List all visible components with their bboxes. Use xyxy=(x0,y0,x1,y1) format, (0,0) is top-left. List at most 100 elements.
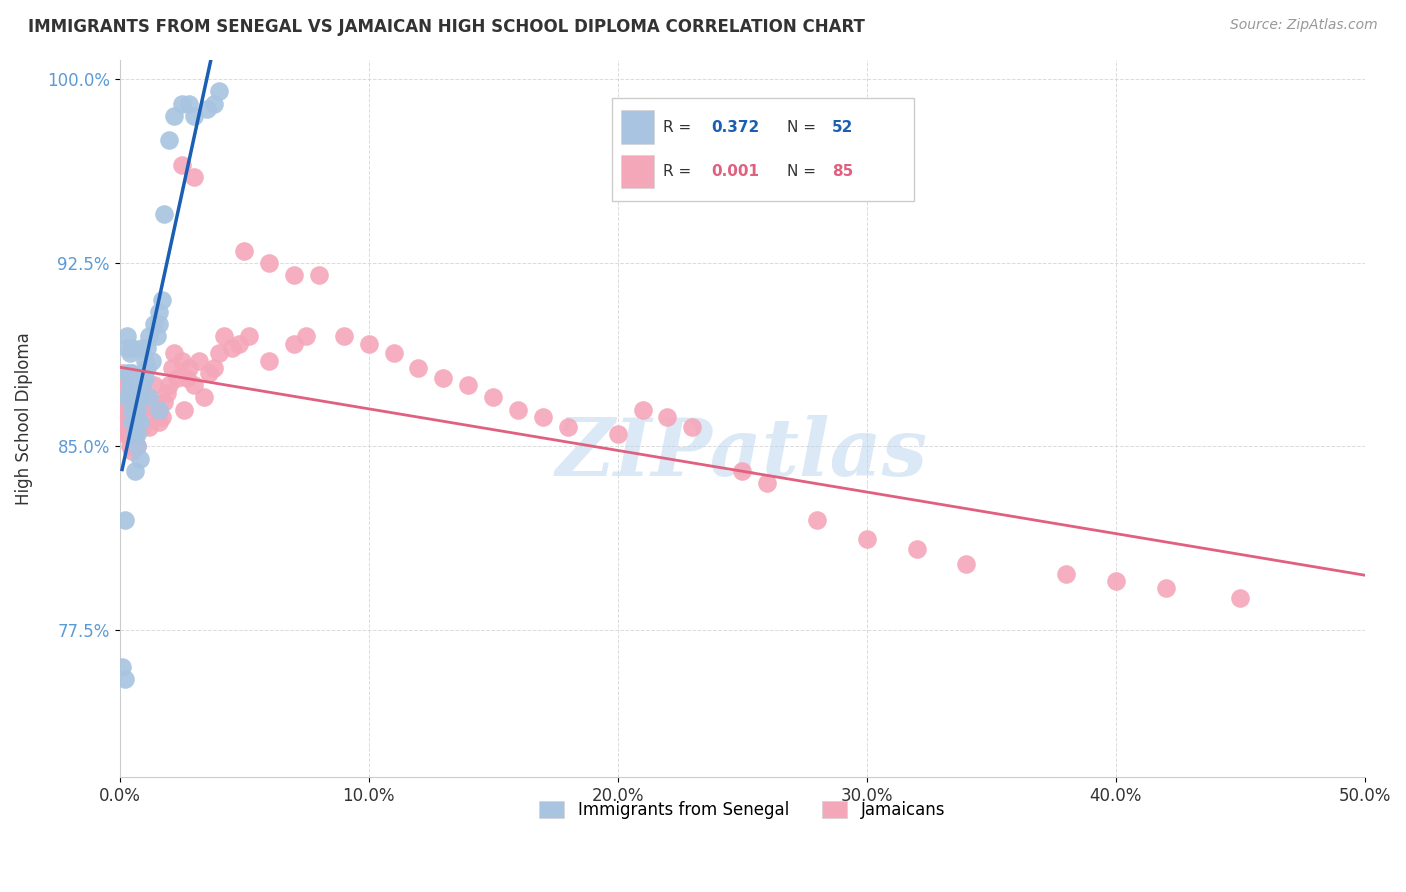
Point xyxy=(905,542,928,557)
Point xyxy=(170,96,193,111)
Point xyxy=(115,391,138,405)
Point xyxy=(118,439,141,453)
Point xyxy=(124,415,146,429)
Text: N =: N = xyxy=(787,164,821,179)
Point xyxy=(114,427,136,442)
Point xyxy=(148,304,170,318)
Point xyxy=(173,402,195,417)
Point xyxy=(681,419,703,434)
Point xyxy=(432,371,454,385)
Point xyxy=(146,329,169,343)
Point xyxy=(114,402,136,417)
Point xyxy=(118,402,141,417)
Point xyxy=(121,378,143,392)
Point xyxy=(125,439,148,453)
Point xyxy=(121,409,143,424)
Point xyxy=(134,353,156,368)
Point xyxy=(208,84,231,98)
Point xyxy=(183,170,205,185)
Point xyxy=(606,427,628,442)
Point xyxy=(1229,591,1251,606)
Point xyxy=(115,366,138,380)
Point xyxy=(163,109,186,123)
Point xyxy=(156,385,179,400)
Point xyxy=(134,391,156,405)
Point xyxy=(131,342,153,356)
Point xyxy=(228,336,250,351)
Point xyxy=(482,391,505,405)
Point xyxy=(257,353,280,368)
FancyBboxPatch shape xyxy=(620,111,654,145)
Point xyxy=(221,342,243,356)
Point xyxy=(124,464,146,478)
Point xyxy=(111,659,134,673)
Point xyxy=(141,395,163,409)
Point xyxy=(114,415,136,429)
Point xyxy=(124,419,146,434)
Point xyxy=(506,402,529,417)
Text: R =: R = xyxy=(664,120,696,135)
Point xyxy=(233,244,256,258)
Point xyxy=(136,409,159,424)
Point xyxy=(128,402,150,417)
Point xyxy=(283,336,305,351)
Point xyxy=(118,415,141,429)
Point xyxy=(111,378,134,392)
Point xyxy=(121,415,143,429)
Point xyxy=(1105,574,1128,588)
Point xyxy=(115,415,138,429)
Point xyxy=(163,346,186,360)
Point xyxy=(557,419,579,434)
Point xyxy=(114,391,136,405)
Point xyxy=(212,329,235,343)
Text: 0.001: 0.001 xyxy=(711,164,759,179)
Point xyxy=(143,317,166,331)
Point xyxy=(118,391,141,405)
Point xyxy=(138,391,160,405)
Text: R =: R = xyxy=(664,164,696,179)
Point xyxy=(115,391,138,405)
Point xyxy=(457,378,479,392)
Point xyxy=(111,391,134,405)
Text: 85: 85 xyxy=(832,164,853,179)
Point xyxy=(111,366,134,380)
Point xyxy=(332,329,354,343)
Point xyxy=(308,268,330,282)
Legend: Immigrants from Senegal, Jamaicans: Immigrants from Senegal, Jamaicans xyxy=(533,795,952,826)
Point xyxy=(1154,582,1177,596)
Point xyxy=(153,395,176,409)
Point xyxy=(531,409,554,424)
Point xyxy=(114,672,136,686)
Point xyxy=(238,329,260,343)
Point xyxy=(179,361,201,376)
Point xyxy=(283,268,305,282)
Text: IMMIGRANTS FROM SENEGAL VS JAMAICAN HIGH SCHOOL DIPLOMA CORRELATION CHART: IMMIGRANTS FROM SENEGAL VS JAMAICAN HIGH… xyxy=(28,18,865,36)
Point xyxy=(208,346,231,360)
Point xyxy=(138,419,160,434)
Point xyxy=(125,402,148,417)
Point xyxy=(183,378,205,392)
Point xyxy=(146,402,169,417)
Point xyxy=(170,158,193,172)
Point xyxy=(806,513,828,527)
Point xyxy=(382,346,405,360)
Text: N =: N = xyxy=(787,120,821,135)
Point xyxy=(136,342,159,356)
Point xyxy=(114,513,136,527)
Point xyxy=(134,371,156,385)
Point xyxy=(128,391,150,405)
Point xyxy=(131,419,153,434)
Point xyxy=(193,391,215,405)
Point xyxy=(148,402,170,417)
Point xyxy=(143,378,166,392)
Y-axis label: High School Diploma: High School Diploma xyxy=(15,332,32,505)
Point xyxy=(121,402,143,417)
Point xyxy=(955,557,977,571)
Point xyxy=(138,329,160,343)
Point xyxy=(128,451,150,466)
Point xyxy=(124,402,146,417)
Point xyxy=(657,409,679,424)
Point xyxy=(118,366,141,380)
Point xyxy=(148,317,170,331)
Point xyxy=(125,409,148,424)
